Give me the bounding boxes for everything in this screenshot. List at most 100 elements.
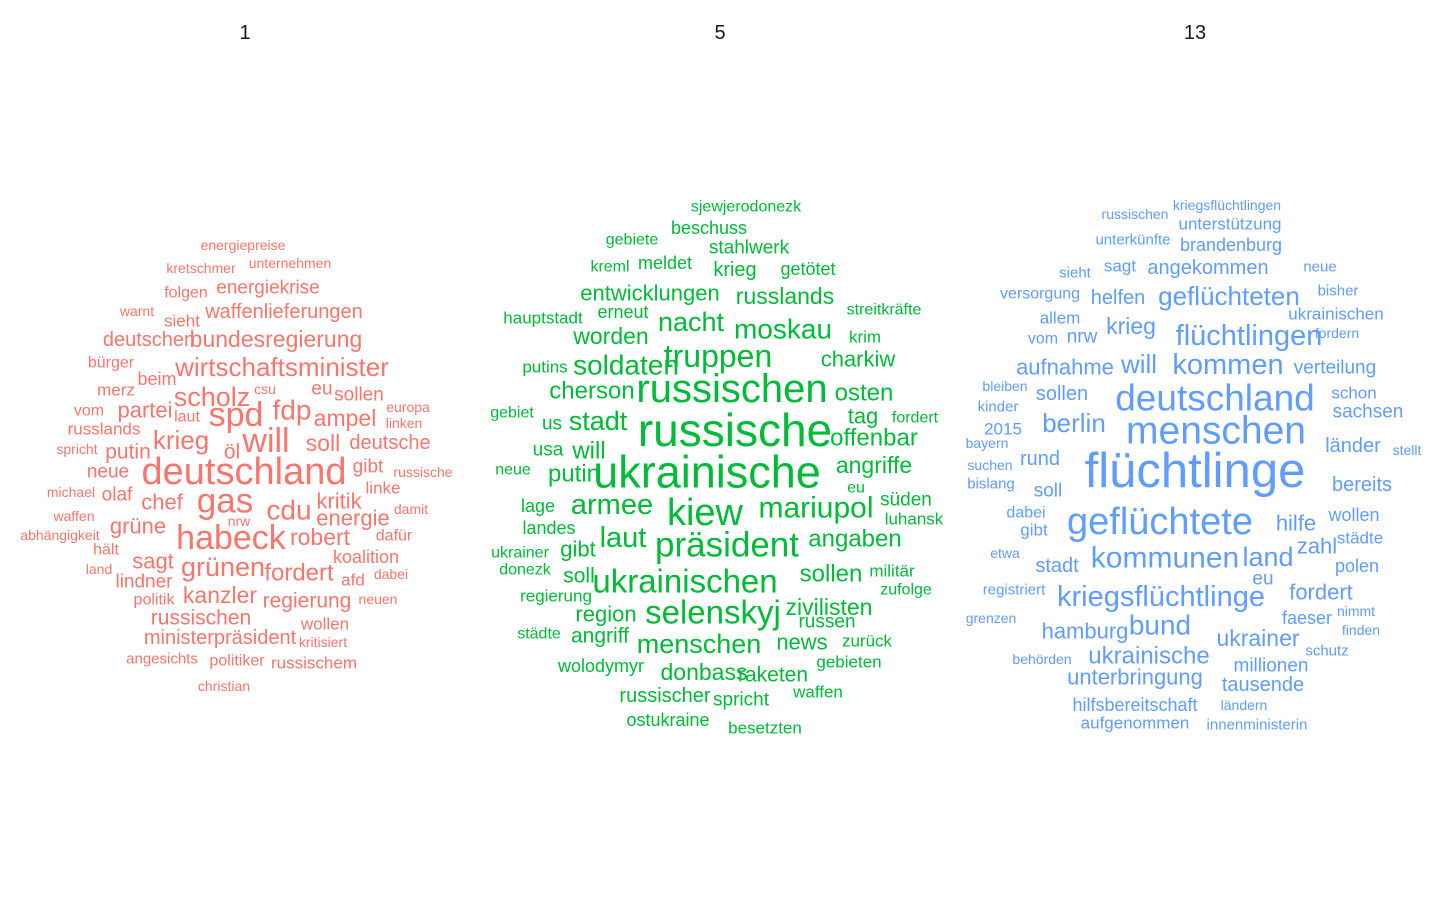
word-wollen: wollen bbox=[1327, 505, 1379, 525]
word-raketen: raketen bbox=[738, 664, 808, 687]
word-fordert: fordert bbox=[264, 560, 334, 587]
word-länder: länder bbox=[1325, 435, 1381, 457]
word-sollen: sollen bbox=[1036, 383, 1088, 405]
word-fdp: fdp bbox=[273, 395, 312, 426]
word-eu: eu bbox=[847, 480, 865, 497]
word-entwicklungen: entwicklungen bbox=[580, 281, 719, 306]
word-linke: linke bbox=[366, 479, 401, 498]
word-kreml: kreml bbox=[590, 259, 629, 276]
word-folgen: folgen bbox=[164, 285, 208, 302]
word-krieg: krieg bbox=[153, 425, 209, 455]
word-moskau: moskau bbox=[734, 314, 832, 345]
word-dafür: dafür bbox=[376, 528, 413, 545]
word-will: will bbox=[1120, 349, 1157, 379]
word-laut: laut bbox=[600, 522, 647, 554]
word-bund: bund bbox=[1129, 610, 1191, 641]
word-news: news bbox=[776, 630, 827, 655]
word-angriffe: angriffe bbox=[836, 452, 912, 478]
word-innenministerin: innenministerin bbox=[1207, 717, 1308, 734]
word-dabei: dabei bbox=[374, 566, 408, 582]
word-millionen: millionen bbox=[1234, 656, 1309, 677]
word-flüchtlingen: flüchtlingen bbox=[1176, 320, 1323, 352]
word-kritik: kritik bbox=[316, 489, 362, 514]
word-offenbar: offenbar bbox=[830, 425, 918, 452]
word-kriegsflüchtlingen: kriegsflüchtlingen bbox=[1173, 197, 1281, 213]
word-bleiben: bleiben bbox=[982, 378, 1027, 394]
word-region: region bbox=[575, 602, 636, 627]
word-tausende: tausende bbox=[1222, 674, 1304, 696]
word-zufolge: zufolge bbox=[880, 582, 932, 599]
word-eu: eu bbox=[311, 379, 332, 400]
word-partei: partei bbox=[117, 398, 172, 423]
word-etwa: etwa bbox=[990, 545, 1020, 561]
word-kretschmer: kretschmer bbox=[166, 260, 236, 276]
word-angekommen: angekommen bbox=[1147, 257, 1268, 279]
word-russischen: russischen bbox=[1102, 206, 1169, 222]
word-bisher: bisher bbox=[1318, 283, 1359, 300]
word-nrw: nrw bbox=[1067, 327, 1098, 348]
word-stadt: stadt bbox=[569, 406, 628, 436]
word-russischem: russischem bbox=[271, 654, 357, 673]
word-streitkräfte: streitkräfte bbox=[847, 302, 922, 319]
word-eu: eu bbox=[1252, 569, 1273, 590]
word-gas: gas bbox=[197, 482, 253, 521]
word-hilfe: hilfe bbox=[1276, 511, 1316, 536]
word-luhansk: luhansk bbox=[885, 510, 944, 529]
word-neuen: neuen bbox=[359, 591, 398, 607]
word-gebiet: gebiet bbox=[490, 405, 534, 422]
word-angesichts: angesichts bbox=[126, 651, 198, 668]
word-deutsche: deutsche bbox=[349, 432, 430, 454]
word-gibt: gibt bbox=[353, 457, 384, 478]
word-faeser: faeser bbox=[1282, 608, 1332, 628]
word-vom: vom bbox=[1028, 331, 1058, 348]
word-unterbringung: unterbringung bbox=[1067, 665, 1203, 690]
word-angriff: angriff bbox=[571, 625, 629, 648]
word-russischer: russischer bbox=[619, 685, 710, 707]
word-worden: worden bbox=[572, 323, 648, 349]
wordcloud-svg: energiepreise kretschmer unternehmen folgen… bbox=[20, 237, 452, 694]
word-getötet: getötet bbox=[780, 259, 835, 279]
word-fordert: fordert bbox=[892, 410, 939, 427]
word-stahlwerk: stahlwerk bbox=[709, 238, 790, 259]
word-donezk: donezk bbox=[499, 562, 552, 579]
word-geflüchteten: geflüchteten bbox=[1158, 281, 1300, 311]
word-unterstützung: unterstützung bbox=[1178, 215, 1281, 234]
word-rund: rund bbox=[1020, 448, 1060, 470]
word-sjewjerodonezk: sjewjerodonezk bbox=[691, 199, 802, 216]
word-putins: putins bbox=[522, 358, 567, 377]
word-soll: soll bbox=[306, 430, 341, 456]
word-versorgung: versorgung bbox=[1000, 286, 1080, 303]
word-mariupol: mariupol bbox=[758, 492, 873, 525]
wordcloud-panel-13: 13 kriegsflüchtlingen russischen unterstüt… bbox=[950, 0, 1440, 900]
word-dabei: dabei bbox=[1006, 505, 1045, 522]
word-armee: armee bbox=[571, 489, 653, 521]
word-bürger: bürger bbox=[88, 355, 135, 372]
word-energie: energie bbox=[316, 506, 389, 531]
word-csu: csu bbox=[254, 381, 276, 397]
word-waffen: waffen bbox=[792, 683, 843, 702]
word-nrw: nrw bbox=[228, 513, 251, 529]
word-ministerpräsident: ministerpräsident bbox=[144, 627, 297, 649]
word-kommunen: kommunen bbox=[1091, 542, 1239, 575]
word-charkiw: charkiw bbox=[821, 347, 896, 372]
word-kriegsflüchtlinge: kriegsflüchtlinge bbox=[1057, 581, 1265, 613]
word-behörden: behörden bbox=[1012, 651, 1071, 667]
word-russlands: russlands bbox=[736, 283, 834, 309]
word-regierung: regierung bbox=[520, 587, 592, 606]
word-grenzen: grenzen bbox=[966, 610, 1017, 626]
word-soll: soll bbox=[563, 565, 595, 588]
word-krieg: krieg bbox=[713, 259, 756, 281]
word-osten: osten bbox=[835, 380, 894, 407]
word-kritisiert: kritisiert bbox=[299, 634, 347, 650]
word-ampel: ampel bbox=[314, 405, 377, 431]
word-finden: finden bbox=[1342, 622, 1380, 638]
word-deutschen: deutschen bbox=[103, 329, 195, 351]
word-sollen: sollen bbox=[334, 385, 384, 406]
word-kiew: kiew bbox=[667, 492, 744, 534]
word-spricht: spricht bbox=[56, 441, 97, 457]
word-gebieten: gebieten bbox=[816, 653, 881, 672]
word-robert: robert bbox=[290, 524, 351, 550]
word-scholz: scholz bbox=[174, 382, 251, 412]
